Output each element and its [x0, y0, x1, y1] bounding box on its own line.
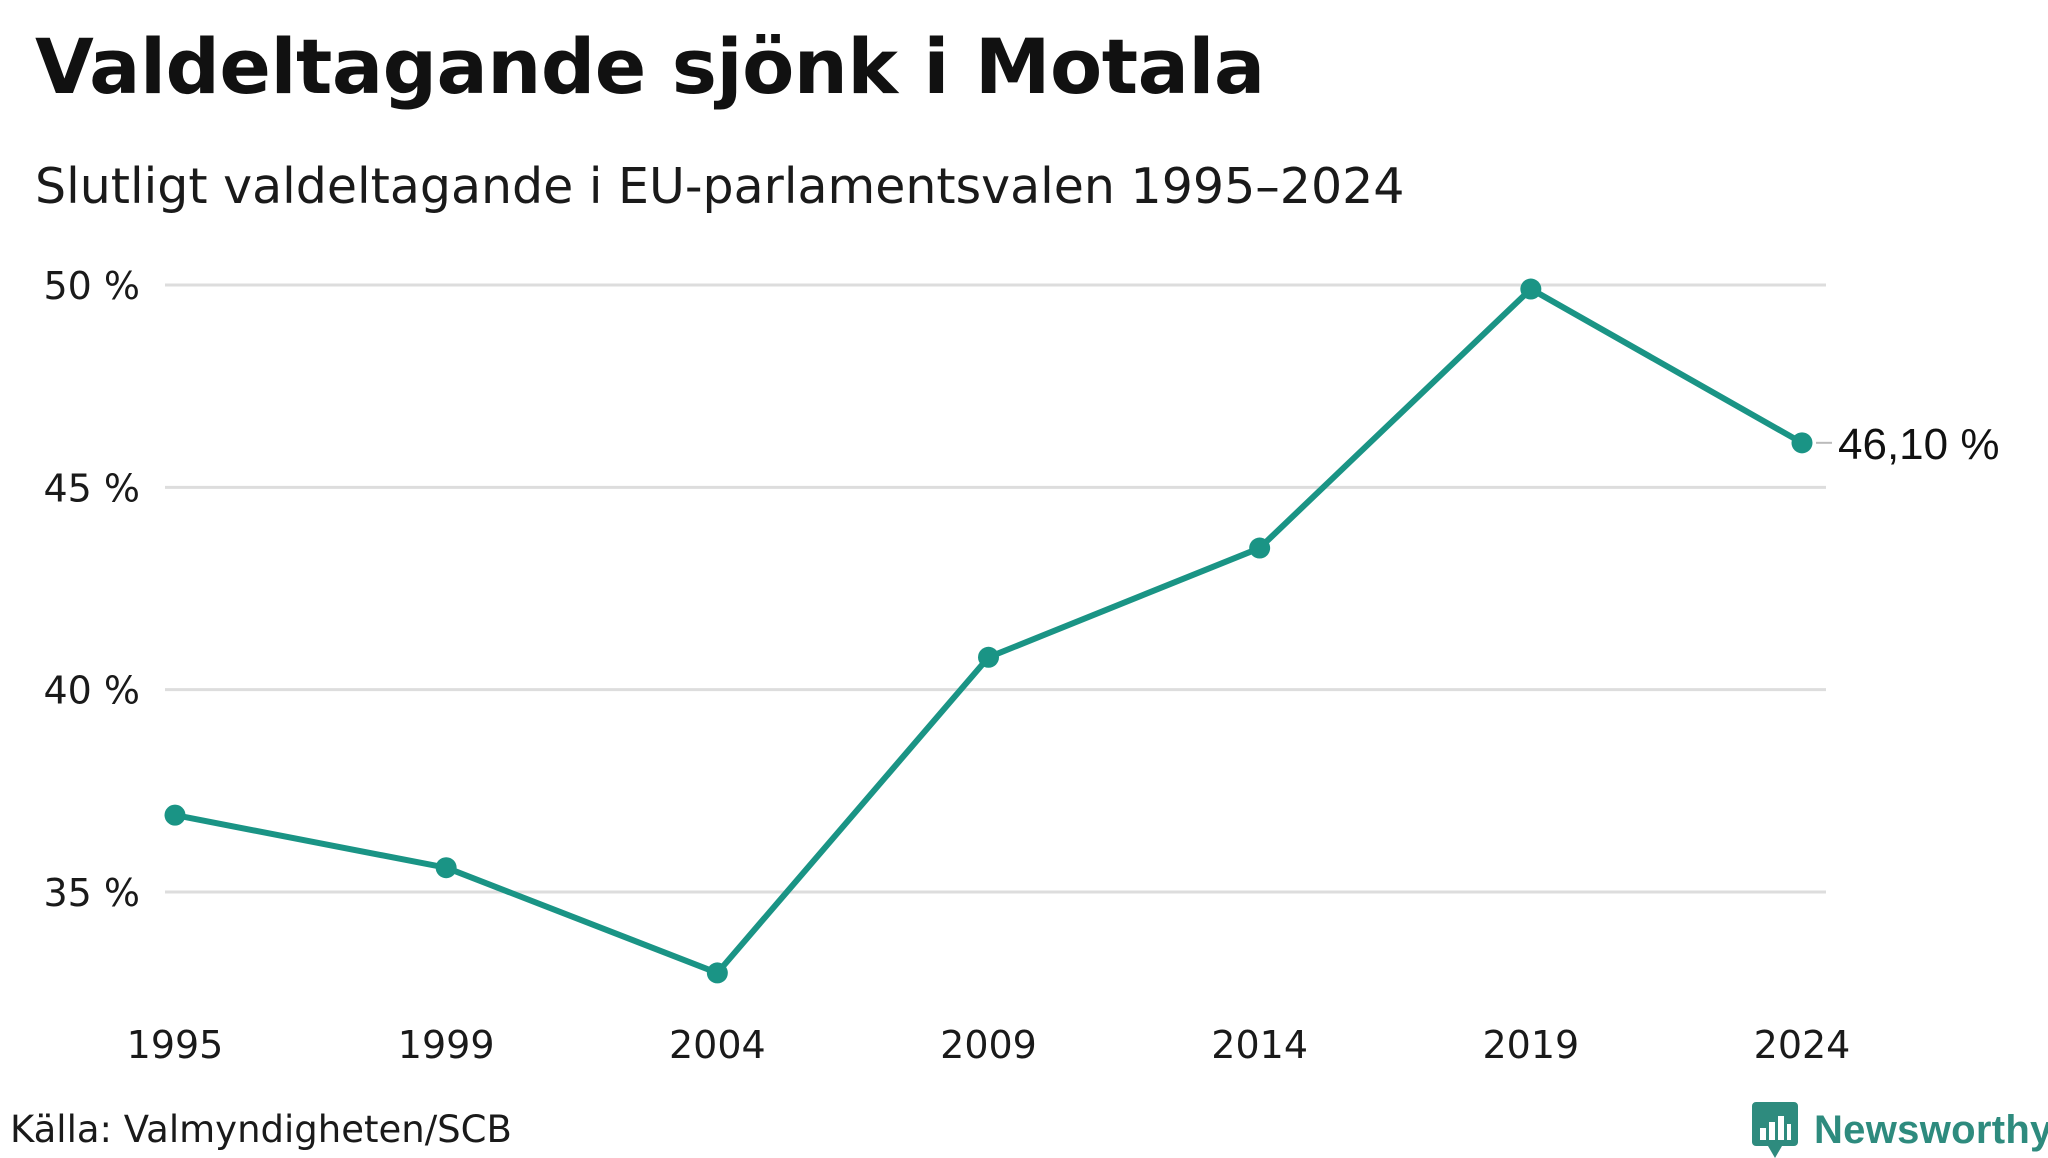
- brand-name: Newsworthy: [1814, 1107, 2048, 1152]
- source-note: Källa: Valmyndigheten/SCB: [10, 1108, 512, 1151]
- gridlines: [165, 283, 1826, 894]
- brand-logo: Newsworthy: [1752, 1102, 2048, 1158]
- x-tick-label: 2024: [1754, 1023, 1851, 1067]
- x-tick-label: 2004: [669, 1023, 766, 1067]
- chart-title: Valdeltagande sjönk i Motala: [35, 22, 1265, 111]
- series-line-layer: [172, 286, 1805, 976]
- data-point-2009: [978, 646, 999, 668]
- data-point-1999: [435, 857, 457, 879]
- chart-subtitle: Slutligt valdeltagande i EU-parlamentsva…: [35, 158, 1405, 215]
- y-tick-label: 45 %: [43, 466, 140, 510]
- data-point-2004: [706, 962, 728, 984]
- series-line: [172, 286, 1805, 976]
- x-tick-label: 2014: [1211, 1023, 1308, 1067]
- end-label-group: 46,10 %: [1816, 420, 1999, 469]
- y-tick-label: 35 %: [43, 871, 140, 915]
- y-axis-ticks: 35 % 40 % 45 % 50 %: [43, 264, 140, 915]
- x-tick-label: 1995: [127, 1023, 224, 1067]
- y-tick-label: 50 %: [43, 264, 140, 308]
- y-tick-label: 40 %: [43, 669, 140, 713]
- data-point-1995: [164, 804, 186, 826]
- x-tick-label: 2019: [1482, 1023, 1579, 1067]
- data-point-2024: [1791, 432, 1813, 454]
- data-point-2019: [1520, 278, 1542, 300]
- newsworthy-logo-icon: [1752, 1102, 1798, 1158]
- x-tick-label: 1999: [398, 1023, 495, 1067]
- data-point-2014: [1249, 537, 1271, 559]
- x-tick-label: 2009: [940, 1023, 1037, 1067]
- data-points: [164, 278, 1813, 984]
- x-axis-ticks: 1995 1999 2004 2009 2014 2019 2024: [127, 1023, 1851, 1067]
- end-value-label: 46,10 %: [1838, 420, 1999, 469]
